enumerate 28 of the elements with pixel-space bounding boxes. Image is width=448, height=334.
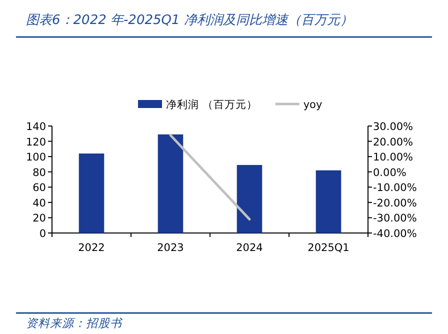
- legend-label: yoy: [303, 99, 322, 111]
- y2-tick-label: 0.00%: [373, 166, 406, 179]
- y-tick-label: 120: [26, 136, 46, 148]
- x-tick-label: 2022: [78, 242, 105, 254]
- y2-tick-label: 10.00%: [373, 152, 414, 164]
- y-tick-label: 20: [32, 212, 46, 225]
- y2-tick-label: 30.00%: [373, 121, 414, 133]
- bar: [78, 154, 104, 233]
- legend-label: 净利润 （百万元）: [166, 98, 258, 111]
- y2-tick-label: -30.00%: [373, 212, 417, 225]
- x-tick-label: 2025Q1: [308, 242, 350, 254]
- y2-tick-label: -10.00%: [373, 182, 417, 194]
- y-tick-label: 0: [39, 228, 46, 240]
- x-tick-label: 2023: [157, 242, 184, 254]
- bar: [236, 164, 262, 233]
- y-tick-label: 100: [26, 152, 46, 164]
- y2-tick-label: -20.00%: [373, 197, 417, 210]
- x-tick-label: 2024: [236, 242, 264, 254]
- y-tick-label: 140: [26, 121, 46, 133]
- text: 资料来源：招股书: [26, 316, 123, 330]
- y2-tick-label: -40.00%: [373, 228, 417, 240]
- chart-title: 图表6：2022 年-2025Q1 净利润及同比增速（百万元）: [26, 13, 353, 28]
- y-tick-label: 80: [32, 166, 46, 179]
- y2-tick-label: 20.00%: [373, 136, 414, 148]
- bar: [316, 170, 342, 233]
- y-tick-label: 40: [32, 197, 46, 210]
- bar: [158, 134, 184, 233]
- y-tick-label: 60: [32, 182, 46, 194]
